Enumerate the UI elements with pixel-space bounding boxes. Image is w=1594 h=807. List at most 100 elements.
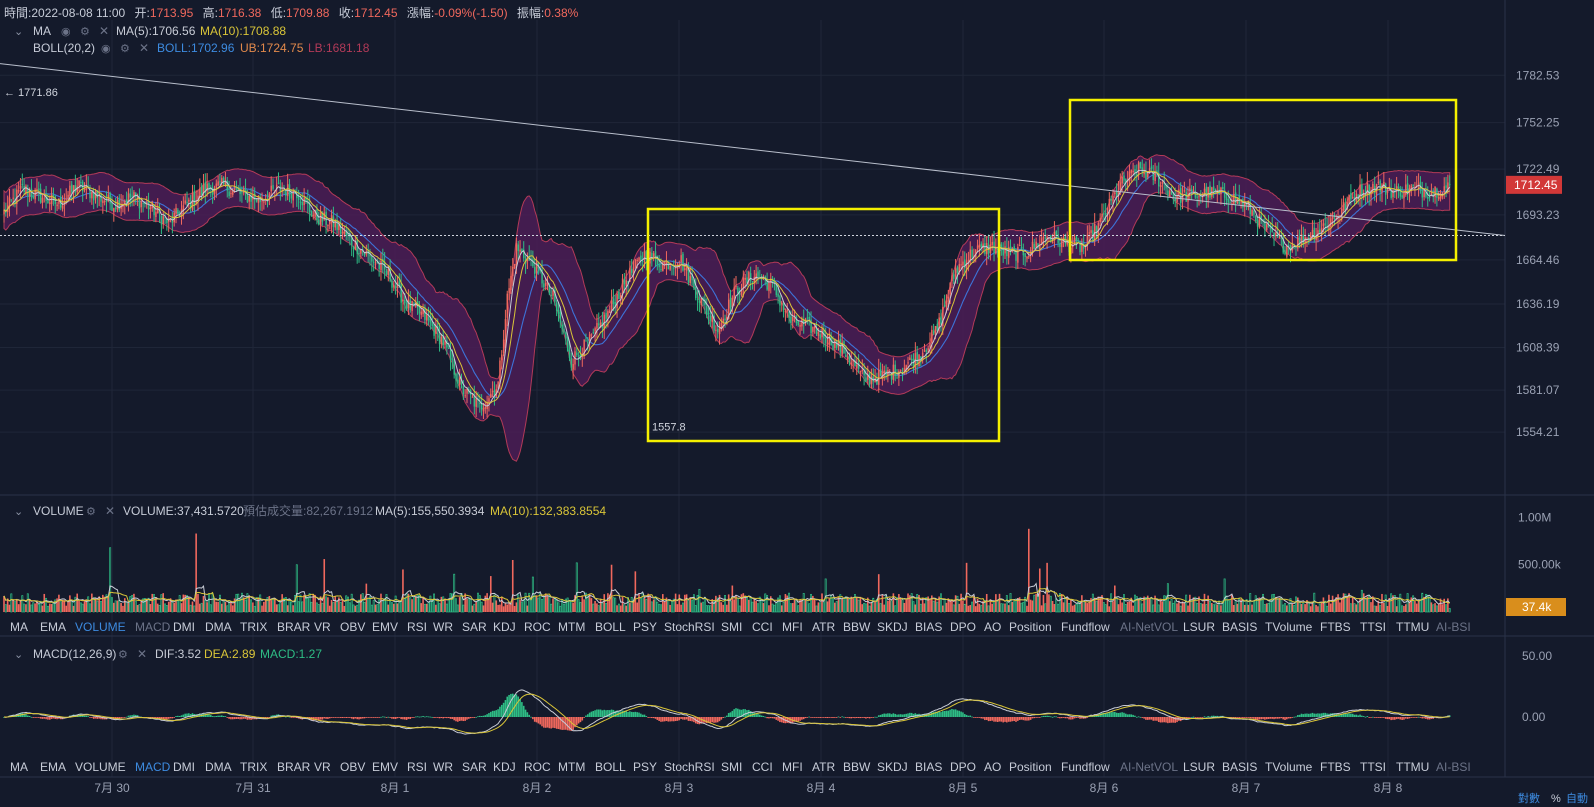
indicator-tab-fundflow[interactable]: Fundflow	[1061, 760, 1110, 774]
indicator-tab-rsi[interactable]: RSI	[407, 760, 427, 774]
indicator-tab-kdj[interactable]: KDJ	[493, 620, 516, 634]
close-icon[interactable]: ✕	[99, 24, 109, 38]
indicator-tab-mfi[interactable]: MFI	[782, 620, 803, 634]
indicator-tab-bias[interactable]: BIAS	[915, 760, 942, 774]
indicator-tab-obv[interactable]: OBV	[340, 620, 365, 634]
indicator-tab-trix[interactable]: TRIX	[240, 760, 267, 774]
indicator-tab-dma[interactable]: DMA	[205, 620, 232, 634]
eye-icon[interactable]: ◉	[61, 26, 71, 38]
collapse-volume-icon[interactable]: ⌄	[14, 506, 23, 518]
indicator-tab-psy[interactable]: PSY	[633, 620, 657, 634]
indicator-tab-ai-bsi[interactable]: AI-BSI	[1436, 760, 1471, 774]
indicator-tab-bias[interactable]: BIAS	[915, 620, 942, 634]
indicator-tab-basis[interactable]: BASIS	[1222, 760, 1257, 774]
indicator-tab-dmi[interactable]: DMI	[173, 620, 195, 634]
close-icon[interactable]: ✕	[139, 41, 149, 55]
indicator-tab-kdj[interactable]: KDJ	[493, 760, 516, 774]
indicator-tab-position[interactable]: Position	[1009, 760, 1052, 774]
indicator-tab-ma[interactable]: MA	[10, 760, 28, 774]
indicator-tab-ttmu[interactable]: TTMU	[1396, 620, 1429, 634]
indicator-tab-rsi[interactable]: RSI	[407, 620, 427, 634]
indicator-tab-ma[interactable]: MA	[10, 620, 28, 634]
indicator-tab-emv[interactable]: EMV	[372, 760, 398, 774]
indicator-tab-ftbs[interactable]: FTBS	[1320, 620, 1351, 634]
indicator-tab-brar[interactable]: BRAR	[277, 620, 311, 634]
indicator-tab-mtm[interactable]: MTM	[558, 620, 585, 634]
indicator-tab-ttsi[interactable]: TTSI	[1360, 760, 1386, 774]
indicator-tab-smi[interactable]: SMI	[721, 620, 742, 634]
indicator-tab-position[interactable]: Position	[1009, 620, 1052, 634]
settings-icon[interactable]: ⚙	[86, 506, 96, 518]
indicator-tab-boll[interactable]: BOLL	[595, 760, 626, 774]
indicator-tab-ttsi[interactable]: TTSI	[1360, 620, 1386, 634]
indicator-tab-dma[interactable]: DMA	[205, 760, 232, 774]
indicator-tab-roc[interactable]: ROC	[524, 620, 551, 634]
indicator-tab-bbw[interactable]: BBW	[843, 760, 871, 774]
auto-scale-toggle[interactable]: 自動	[1566, 791, 1588, 805]
settings-icon[interactable]: ⚙	[80, 26, 90, 38]
indicator-tab-cci[interactable]: CCI	[752, 620, 773, 634]
indicator-tab-smi[interactable]: SMI	[721, 760, 742, 774]
eye-icon[interactable]: ◉	[101, 43, 111, 55]
indicator-tab-psy[interactable]: PSY	[633, 760, 657, 774]
indicator-tab-stochrsi[interactable]: StochRSI	[664, 620, 715, 634]
indicator-tab-bbw[interactable]: BBW	[843, 620, 871, 634]
collapse-ma-icon[interactable]: ⌄	[14, 26, 23, 38]
macd-histogram-bar	[705, 717, 708, 724]
settings-icon[interactable]: ⚙	[118, 649, 128, 661]
indicator-tab-ema[interactable]: EMA	[40, 760, 66, 774]
close-icon[interactable]: ✕	[137, 647, 147, 661]
indicator-tab-ftbs[interactable]: FTBS	[1320, 760, 1351, 774]
collapse-macd-icon[interactable]: ⌄	[14, 649, 23, 661]
indicator-tab-wr[interactable]: WR	[433, 620, 453, 634]
indicator-tab-boll[interactable]: BOLL	[595, 620, 626, 634]
percent-scale-toggle[interactable]: %	[1551, 793, 1561, 805]
indicator-tab-fundflow[interactable]: Fundflow	[1061, 620, 1110, 634]
indicator-tab-atr[interactable]: ATR	[812, 760, 835, 774]
settings-icon[interactable]: ⚙	[120, 43, 130, 55]
indicator-tab-mtm[interactable]: MTM	[558, 760, 585, 774]
macd-histogram-bar	[1390, 717, 1392, 721]
macd-histogram-bar	[1273, 717, 1275, 720]
indicator-tab-macd[interactable]: MACD	[135, 620, 171, 634]
indicator-tab-ai-netvol[interactable]: AI-NetVOL	[1120, 620, 1178, 634]
indicator-tab-ttmu[interactable]: TTMU	[1396, 760, 1429, 774]
close-icon[interactable]: ✕	[105, 504, 115, 518]
indicator-tab-basis[interactable]: BASIS	[1222, 620, 1257, 634]
indicator-tab-ao[interactable]: AO	[984, 620, 1001, 634]
indicator-tab-ai-netvol[interactable]: AI-NetVOL	[1120, 760, 1178, 774]
indicator-tab-ao[interactable]: AO	[984, 760, 1001, 774]
indicator-tab-volume[interactable]: VOLUME	[75, 760, 126, 774]
indicator-tab-tvolume[interactable]: TVolume	[1265, 760, 1313, 774]
indicator-tab-dpo[interactable]: DPO	[950, 620, 976, 634]
indicator-tab-wr[interactable]: WR	[433, 760, 453, 774]
indicator-tab-volume[interactable]: VOLUME	[75, 620, 126, 634]
indicator-tab-lsur[interactable]: LSUR	[1183, 760, 1215, 774]
indicator-tab-mfi[interactable]: MFI	[782, 760, 803, 774]
indicator-tab-vr[interactable]: VR	[314, 620, 331, 634]
indicator-tab-tvolume[interactable]: TVolume	[1265, 620, 1313, 634]
indicator-tab-sar[interactable]: SAR	[462, 760, 487, 774]
indicator-tab-macd[interactable]: MACD	[135, 760, 171, 774]
indicator-tab-obv[interactable]: OBV	[340, 760, 365, 774]
indicator-tab-ai-bsi[interactable]: AI-BSI	[1436, 620, 1471, 634]
indicator-tab-roc[interactable]: ROC	[524, 760, 551, 774]
indicator-tab-stochrsi[interactable]: StochRSI	[664, 760, 715, 774]
indicator-tab-brar[interactable]: BRAR	[277, 760, 311, 774]
indicator-tab-trix[interactable]: TRIX	[240, 620, 267, 634]
volume-bar	[541, 599, 543, 613]
indicator-tab-sar[interactable]: SAR	[462, 620, 487, 634]
indicator-tab-atr[interactable]: ATR	[812, 620, 835, 634]
indicator-tab-vr[interactable]: VR	[314, 760, 331, 774]
indicator-tab-skdj[interactable]: SKDJ	[877, 760, 908, 774]
indicator-tab-dmi[interactable]: DMI	[173, 760, 195, 774]
volume-bar	[111, 597, 113, 613]
candle	[1276, 232, 1279, 238]
indicator-tab-dpo[interactable]: DPO	[950, 760, 976, 774]
indicator-tab-emv[interactable]: EMV	[372, 620, 398, 634]
indicator-tab-lsur[interactable]: LSUR	[1183, 620, 1215, 634]
log-scale-toggle[interactable]: 對數	[1518, 791, 1540, 805]
indicator-tab-cci[interactable]: CCI	[752, 760, 773, 774]
indicator-tab-skdj[interactable]: SKDJ	[877, 620, 908, 634]
indicator-tab-ema[interactable]: EMA	[40, 620, 66, 634]
